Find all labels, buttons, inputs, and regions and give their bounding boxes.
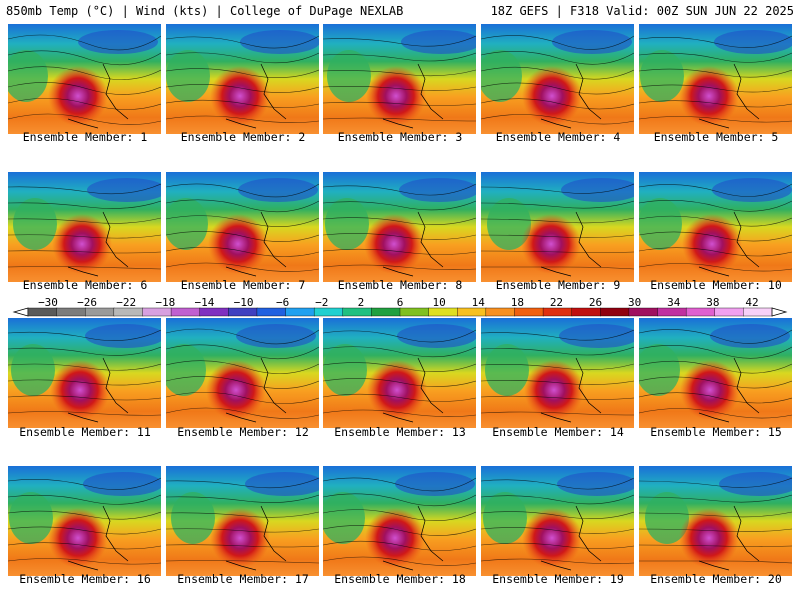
ensemble-member-label: Ensemble Member: 14 (492, 425, 624, 439)
colorbar-swatch (428, 307, 458, 317)
ensemble-member-label: Ensemble Member: 8 (337, 278, 463, 292)
ensemble-map-panel (639, 318, 792, 428)
colorbar-swatch (170, 307, 201, 317)
ensemble-member-label: Ensemble Member: 10 (650, 278, 782, 292)
ensemble-map-panel (8, 24, 161, 134)
colorbar-tick-label: 38 (706, 296, 719, 309)
colorbar-swatch (714, 307, 745, 317)
ensemble-map-panel (639, 466, 792, 576)
ensemble-map-panel (481, 172, 634, 282)
colorbar-tick-label: −2 (315, 296, 328, 309)
ensemble-map-panel (166, 466, 319, 576)
ensemble-member-label: Ensemble Member: 17 (177, 572, 309, 586)
ensemble-member-label: Ensemble Member: 19 (492, 572, 624, 586)
ensemble-map-panel (481, 24, 634, 134)
colorbar-tick-label: 42 (745, 296, 758, 309)
colorbar-swatch (113, 307, 144, 317)
ensemble-member-label: Ensemble Member: 2 (180, 130, 306, 144)
header-title-right: 18Z GEFS | F318 Valid: 00Z SUN JUN 22 20… (490, 4, 794, 18)
ensemble-member-label: Ensemble Member: 5 (653, 130, 779, 144)
ensemble-member-label: Ensemble Member: 4 (495, 130, 621, 144)
ensemble-map-panel (8, 466, 161, 576)
ensemble-member-label: Ensemble Member: 6 (22, 278, 148, 292)
colorbar-swatch (285, 307, 315, 317)
colorbar-tick-label: 10 (432, 296, 445, 309)
ensemble-map-panel (323, 466, 476, 576)
ensemble-member-label: Ensemble Member: 1 (22, 130, 148, 144)
colorbar-tick-label: −22 (116, 296, 136, 309)
colorbar-tick-label: −14 (195, 296, 215, 309)
temperature-colorbar: −30 −26 −22 −18 −14 −10 −6 −2 2 6 10 14 18 22 26 30 34 38… (12, 296, 788, 317)
ensemble-member-label: Ensemble Member: 7 (180, 278, 306, 292)
colorbar-swatch (542, 307, 573, 317)
colorbar-tick-label: 34 (667, 296, 681, 309)
colorbar-tick-label: 26 (589, 296, 602, 309)
colorbar-tick-label: 22 (550, 296, 563, 309)
header-title-left: 850mb Temp (°C) | Wind (kts) | College o… (6, 4, 404, 18)
ensemble-map-panel (481, 466, 634, 576)
colorbar-left-arrow (12, 307, 29, 317)
colorbar-swatch (142, 307, 172, 317)
colorbar-swatch (342, 307, 373, 317)
colorbar-swatch (27, 307, 58, 317)
colorbar-swatch (657, 307, 687, 317)
ensemble-map-panel (323, 172, 476, 282)
ensemble-member-label: Ensemble Member: 3 (337, 130, 463, 144)
colorbar-tick-label: −26 (77, 296, 97, 309)
ensemble-map-panel (639, 24, 792, 134)
ensemble-member-label: Ensemble Member: 9 (495, 278, 621, 292)
colorbar-tick-label: 18 (511, 296, 524, 309)
ensemble-map-panel (323, 24, 476, 134)
colorbar-tick-label: −6 (276, 296, 289, 309)
ensemble-map-panel (166, 318, 319, 428)
colorbar-swatch (371, 307, 401, 317)
colorbar-swatch (743, 307, 773, 317)
colorbar-tick-label: −18 (155, 296, 175, 309)
colorbar-swatch (485, 307, 516, 317)
colorbar-swatch (600, 307, 630, 317)
colorbar-swatch (514, 307, 544, 317)
colorbar-swatch (56, 307, 86, 317)
ensemble-map-panel (323, 318, 476, 428)
colorbar-swatch (256, 307, 287, 317)
colorbar-swatch (313, 307, 344, 317)
ensemble-member-label: Ensemble Member: 12 (177, 425, 309, 439)
colorbar-swatch (199, 307, 230, 317)
ensemble-member-label: Ensemble Member: 16 (19, 572, 151, 586)
colorbar-swatch (685, 307, 716, 317)
ensemble-map-panel (166, 24, 319, 134)
ensemble-map-panel (166, 172, 319, 282)
colorbar-right-arrow (771, 307, 788, 317)
ensemble-member-label: Ensemble Member: 11 (19, 425, 151, 439)
ensemble-map-panel (639, 172, 792, 282)
ensemble-map-panel (481, 318, 634, 428)
colorbar-swatch (457, 307, 487, 317)
ensemble-map-panel (8, 172, 161, 282)
colorbar-tick-label: 14 (472, 296, 486, 309)
colorbar-swatch (228, 307, 258, 317)
ensemble-map-panel (8, 318, 161, 428)
colorbar-swatch (399, 307, 430, 317)
colorbar-tick-label: −10 (234, 296, 254, 309)
colorbar-tick-label: 6 (397, 296, 404, 309)
ensemble-member-label: Ensemble Member: 13 (334, 425, 466, 439)
ensemble-member-label: Ensemble Member: 20 (650, 572, 782, 586)
colorbar-tick-label: 2 (358, 296, 365, 309)
colorbar-swatch (85, 307, 115, 317)
colorbar-tick-label: 30 (628, 296, 641, 309)
ensemble-member-label: Ensemble Member: 15 (650, 425, 782, 439)
colorbar-swatch (628, 307, 659, 317)
colorbar-tick-label: −30 (38, 296, 58, 309)
ensemble-member-label: Ensemble Member: 18 (334, 572, 466, 586)
colorbar-swatch (571, 307, 602, 317)
